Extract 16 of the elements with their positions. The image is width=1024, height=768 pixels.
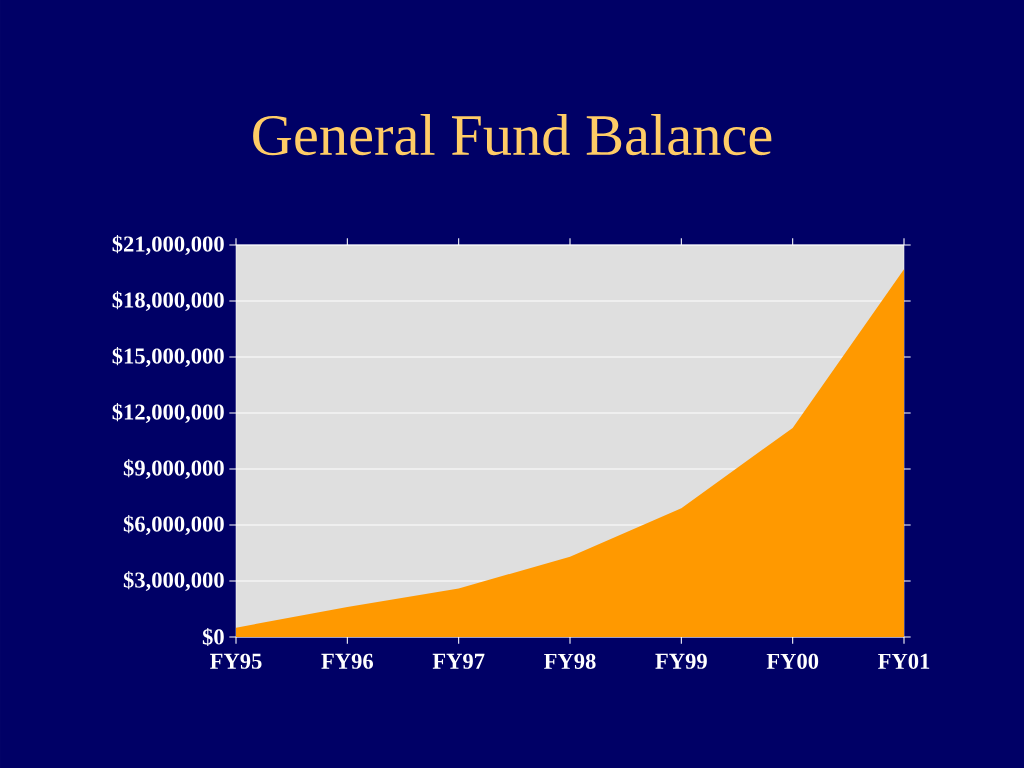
y-tick-label: $0 <box>202 627 224 647</box>
x-tick-label: FY97 <box>432 653 485 669</box>
y-tick-label: $21,000,000 <box>112 235 224 255</box>
y-tick-label: $15,000,000 <box>112 347 224 367</box>
x-tick-label: FY95 <box>210 653 262 669</box>
y-tick-label: $9,000,000 <box>123 459 224 479</box>
y-tick-label: $3,000,000 <box>123 571 224 591</box>
x-tick-label: FY99 <box>655 653 707 669</box>
chart-title: General Fund Balance <box>253 114 772 156</box>
x-tick-label: FY01 <box>878 653 930 669</box>
y-tick-label: $18,000,000 <box>112 291 224 311</box>
y-tick-label: $6,000,000 <box>123 515 224 535</box>
x-tick-label: FY00 <box>766 653 819 669</box>
x-tick-label: FY96 <box>321 653 374 669</box>
x-tick-label: FY98 <box>544 653 596 669</box>
y-tick-label: $12,000,000 <box>112 403 224 423</box>
